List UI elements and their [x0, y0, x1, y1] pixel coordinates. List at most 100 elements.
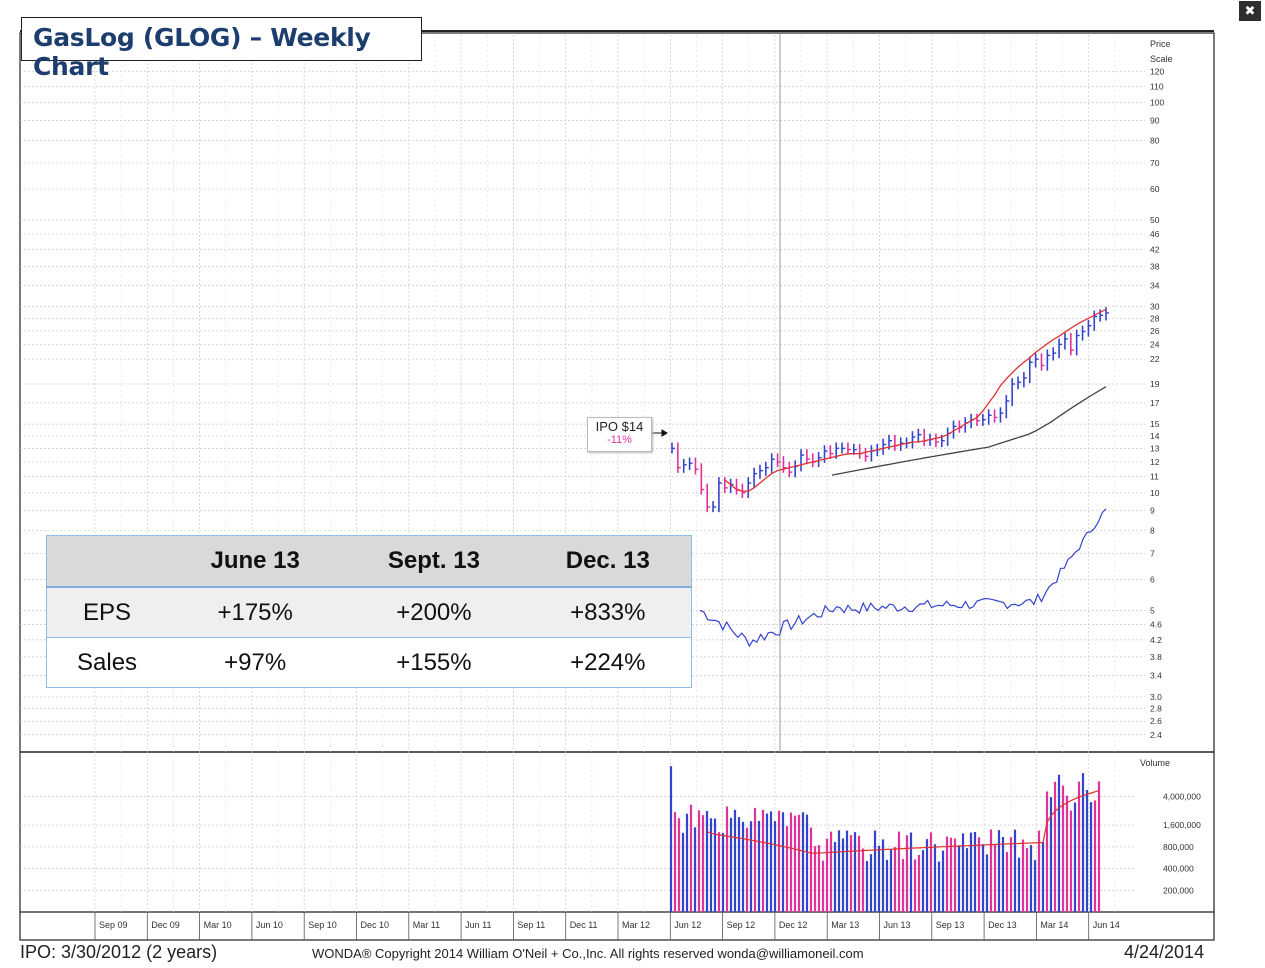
- price-tick-label: 13: [1150, 443, 1160, 453]
- volume-tick-label: 4,000,000: [1163, 791, 1201, 801]
- table-header-empty: [46, 535, 168, 588]
- table-header-dec13: Dec. 13: [524, 535, 692, 588]
- price-bars: [671, 307, 1109, 513]
- moving-averages: [651, 308, 1107, 648]
- x-tick-label: Dec 13: [988, 920, 1017, 930]
- x-tick-label: Jun 13: [884, 920, 911, 930]
- chart-grid: [20, 33, 1145, 912]
- volume-tick-label: 800,000: [1163, 842, 1194, 852]
- chart-title-box: GasLog (GLOG) – Weekly Chart: [21, 17, 422, 81]
- ipo-annotation: IPO $14 -11%: [587, 417, 652, 452]
- price-axis-header: Scale: [1150, 54, 1173, 64]
- price-tick-label: 2.8: [1150, 704, 1162, 714]
- x-tick-label: Dec 09: [151, 920, 180, 930]
- price-tick-label: 2.4: [1150, 730, 1162, 740]
- price-tick-label: 28: [1150, 313, 1160, 323]
- table-row-eps: EPS +175% +200% +833%: [46, 587, 692, 638]
- x-axis: Sep 09 Dec 09 Mar 10 Jun 10 Sep 10 Dec 10 Mar …: [94, 912, 1120, 940]
- price-tick-label: 30: [1150, 302, 1160, 312]
- table-cell: +833%: [524, 587, 692, 638]
- ipo-label: IPO $14: [595, 419, 644, 434]
- price-tick-label: 10: [1150, 488, 1160, 498]
- price-tick-label: 12: [1150, 457, 1160, 467]
- table-cell: +155%: [343, 637, 525, 688]
- volume-tick-label: 200,000: [1163, 885, 1194, 895]
- price-tick-label: 42: [1150, 245, 1160, 255]
- x-tick-label: Sep 10: [308, 920, 337, 930]
- volume-tick-label: 1,600,000: [1163, 820, 1201, 830]
- price-tick-label: 2.6: [1150, 716, 1162, 726]
- table-cell: +224%: [524, 637, 692, 688]
- price-tick-label: 6: [1150, 574, 1155, 584]
- price-tick-label: 14: [1150, 431, 1160, 441]
- price-tick-label: 70: [1150, 158, 1160, 168]
- x-tick-label: Mar 14: [1040, 920, 1068, 930]
- x-tick-label: Mar 12: [622, 920, 650, 930]
- close-icon[interactable]: ✖: [1239, 1, 1261, 21]
- price-tick-label: 9: [1150, 506, 1155, 516]
- table-cell: +97%: [167, 637, 344, 688]
- ipo-change: -11%: [607, 434, 632, 446]
- table-header-june13: June 13: [167, 535, 344, 588]
- volume-axis: Volume 4,000,000 1,600,000 800,000 400,000 20…: [1140, 758, 1201, 895]
- chart-title: GasLog (GLOG) – Weekly Chart: [33, 23, 371, 81]
- x-tick-label: Dec 12: [779, 920, 808, 930]
- x-tick-label: Mar 13: [831, 920, 859, 930]
- price-tick-label: 17: [1150, 398, 1160, 408]
- volume-axis-header: Volume: [1140, 758, 1170, 768]
- price-tick-label: 46: [1150, 229, 1160, 239]
- relative-strength-line: [699, 508, 1107, 648]
- x-tick-label: Sep 11: [517, 920, 545, 930]
- price-axis: PriceScale120110100908070605046423834302…: [1150, 39, 1173, 740]
- x-tick-label: Jun 14: [1093, 920, 1120, 930]
- table-cell: +175%: [167, 587, 344, 638]
- chart-frame: [19, 30, 1215, 941]
- volume-tick-label: 400,000: [1163, 864, 1194, 874]
- price-tick-label: 3.4: [1150, 671, 1162, 681]
- table-row-sales: Sales +97% +155% +224%: [46, 637, 692, 688]
- x-tick-label: Jun 12: [674, 920, 701, 930]
- price-tick-label: 15: [1150, 419, 1160, 429]
- price-tick-label: 4.2: [1150, 635, 1162, 645]
- growth-table: June 13 Sept. 13 Dec. 13 EPS +175% +200%…: [46, 535, 692, 688]
- x-tick-label: Sep 12: [727, 920, 756, 930]
- x-tick-label: Sep 13: [936, 920, 965, 930]
- price-tick-label: 4.6: [1150, 619, 1162, 629]
- price-tick-label: 8: [1150, 526, 1155, 536]
- price-tick-label: 50: [1150, 215, 1160, 225]
- price-tick-label: 120: [1150, 67, 1164, 77]
- volume-moving-average: [706, 790, 1100, 854]
- price-tick-label: 34: [1150, 280, 1160, 290]
- price-tick-label: 19: [1150, 379, 1160, 389]
- price-tick-label: 110: [1150, 81, 1164, 91]
- x-tick-label: Sep 09: [99, 920, 128, 930]
- table-header-sept13: Sept. 13: [343, 535, 525, 588]
- price-tick-label: 38: [1150, 262, 1160, 272]
- x-tick-label: Mar 10: [204, 920, 232, 930]
- price-tick-label: 100: [1150, 97, 1164, 107]
- footer-chart-date: 4/24/2014: [1124, 942, 1205, 962]
- x-tick-label: Mar 11: [413, 920, 440, 930]
- volume-bars: [669, 766, 1101, 912]
- table-header-row: June 13 Sept. 13 Dec. 13: [46, 535, 692, 588]
- price-tick-label: 24: [1150, 339, 1160, 349]
- x-tick-label: Dec 11: [570, 920, 598, 930]
- ma-40-week-line: [831, 386, 1107, 476]
- x-tick-label: Dec 10: [361, 920, 390, 930]
- footer-copyright: WONDA® Copyright 2014 William O'Neil + C…: [312, 946, 864, 961]
- price-tick-label: 26: [1150, 326, 1160, 336]
- price-tick-label: 90: [1150, 115, 1160, 125]
- row-label: Sales: [46, 637, 168, 688]
- table-cell: +200%: [343, 587, 525, 638]
- ma-10-week-line: [724, 308, 1107, 492]
- price-tick-label: 80: [1150, 135, 1160, 145]
- price-tick-label: 3.0: [1150, 692, 1162, 702]
- price-axis-header: Price: [1150, 39, 1171, 49]
- price-tick-label: 22: [1150, 354, 1160, 364]
- price-tick-label: 3.8: [1150, 652, 1162, 662]
- price-tick-label: 5: [1150, 605, 1155, 615]
- price-tick-label: 7: [1150, 548, 1155, 558]
- price-tick-label: 11: [1150, 472, 1159, 482]
- row-label: EPS: [46, 587, 168, 638]
